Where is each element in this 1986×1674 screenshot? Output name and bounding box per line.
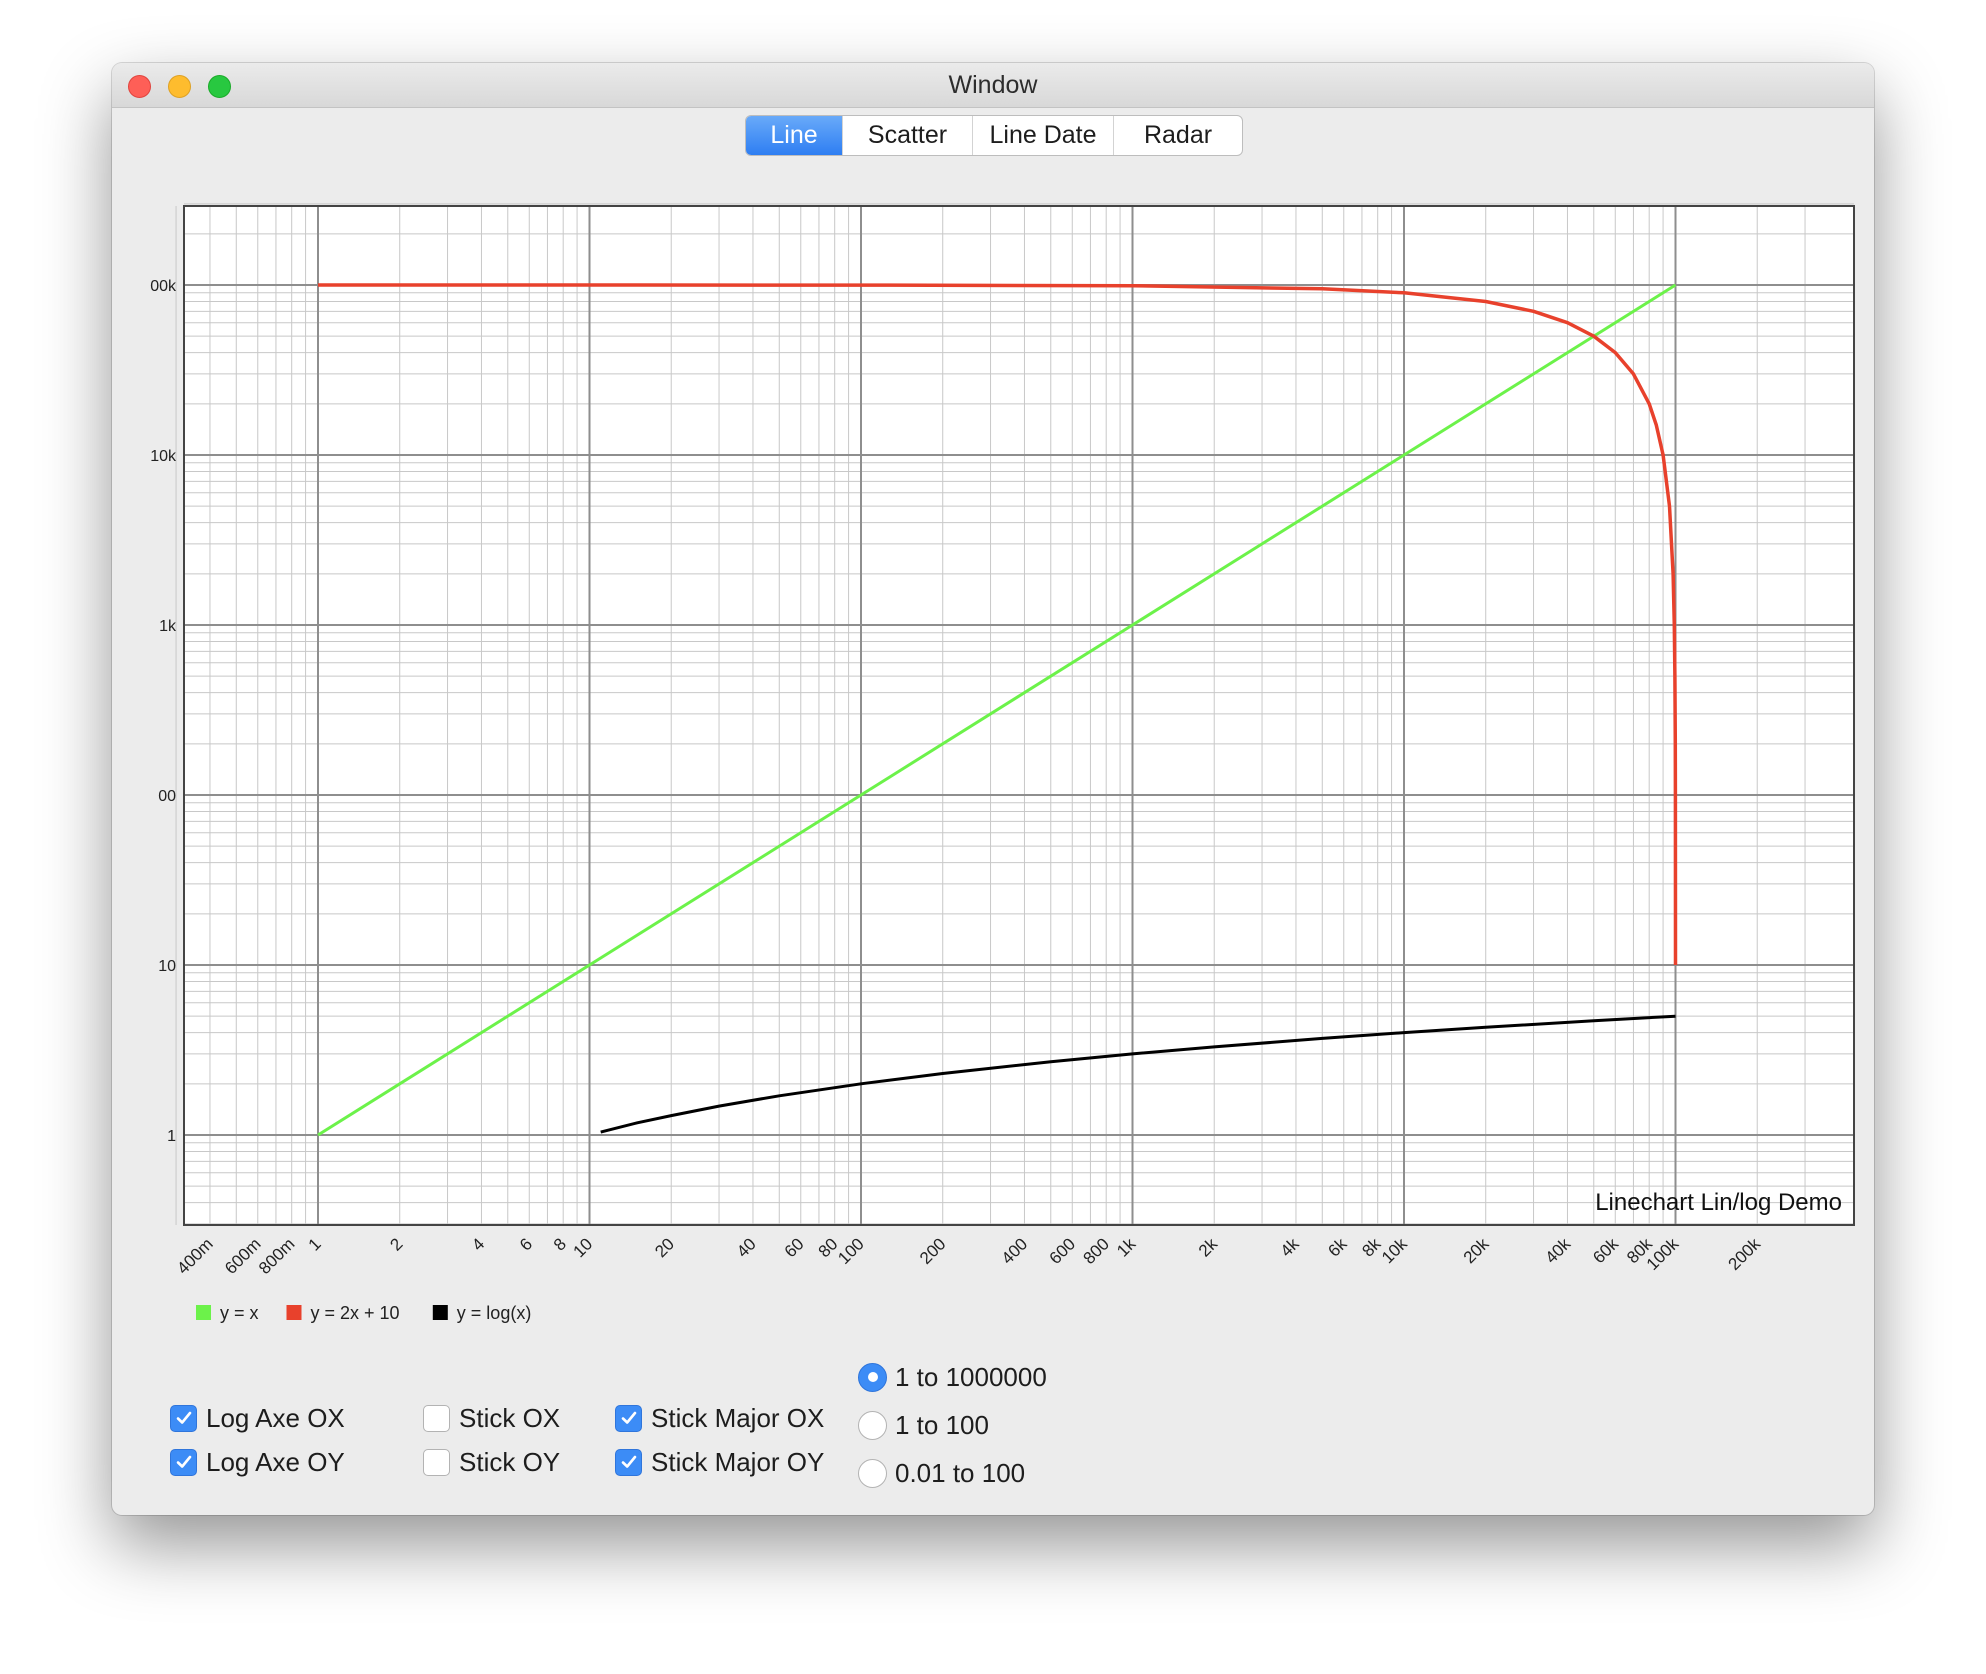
zoom-window-button[interactable] xyxy=(208,75,231,98)
x-tick-label: 10k xyxy=(1378,1234,1411,1267)
y-tick-label: 10k xyxy=(150,448,177,465)
x-tick-label: 200 xyxy=(916,1234,949,1267)
stick-major-oy-checkbox[interactable]: Stick Major OY xyxy=(615,1447,824,1477)
series-line xyxy=(317,283,1677,1137)
x-tick-label: 800 xyxy=(1080,1234,1113,1267)
stick-ox-checkbox[interactable]: Stick OX xyxy=(423,1403,560,1433)
x-tick-label: 200k xyxy=(1725,1234,1765,1274)
stick-major-ox-label: Stick Major OX xyxy=(651,1402,825,1433)
legend-swatch xyxy=(196,1305,211,1320)
x-tick-label: 2k xyxy=(1195,1234,1221,1260)
x-tick-label: 20 xyxy=(651,1234,678,1261)
series-line xyxy=(318,283,1678,966)
range-option-label: 1 to 100 xyxy=(895,1409,989,1440)
x-tick-label: 100 xyxy=(834,1234,867,1267)
x-tick-label: 1k xyxy=(1113,1234,1139,1260)
tab-line-date[interactable]: Line Date xyxy=(972,116,1113,155)
close-window-button[interactable] xyxy=(128,75,151,98)
tab-radar[interactable]: Radar xyxy=(1113,116,1242,155)
x-tick-label: 2 xyxy=(386,1234,406,1254)
log-axe-ox-checkbox-box[interactable] xyxy=(170,1404,197,1432)
x-tick-label: 60k xyxy=(1589,1234,1622,1267)
tab-line[interactable]: Line xyxy=(746,116,842,155)
range-option-1-to-100[interactable]: 1 to 100 xyxy=(858,1408,989,1442)
stick-oy-label: Stick OY xyxy=(459,1446,561,1477)
log-axe-ox-label: Log Axe OX xyxy=(206,1402,345,1433)
radio-button[interactable] xyxy=(858,1362,887,1392)
stick-major-ox-checkbox-box[interactable] xyxy=(615,1404,642,1432)
checkmark-icon xyxy=(176,1411,191,1424)
x-tick-label: 400m xyxy=(173,1234,217,1278)
legend-label: y = 2x + 10 xyxy=(311,1303,400,1323)
chart-type-tabs: Line Scatter Line Date Radar xyxy=(745,115,1243,156)
y-tick-label: 00k xyxy=(150,278,177,295)
x-tick-label: 40k xyxy=(1541,1234,1574,1267)
x-tick-label: 20k xyxy=(1460,1234,1493,1267)
y-tick-label: 10 xyxy=(158,958,176,975)
x-tick-label: 800m xyxy=(255,1234,299,1278)
x-tick-label: 600m xyxy=(221,1234,265,1278)
plot-frame xyxy=(183,205,1855,1226)
checkmark-icon xyxy=(176,1455,191,1468)
x-tick-label: 10 xyxy=(570,1234,597,1261)
stick-oy-checkbox-box[interactable] xyxy=(423,1448,450,1476)
log-axe-oy-checkbox[interactable]: Log Axe OY xyxy=(170,1447,345,1477)
x-tick-label: 60 xyxy=(781,1234,808,1261)
x-tick-label: 8 xyxy=(550,1234,570,1254)
x-tick-label: 600 xyxy=(1046,1234,1079,1267)
log-axe-oy-label: Log Axe OY xyxy=(206,1446,345,1477)
x-tick-label: 6 xyxy=(516,1234,536,1254)
log-axe-ox-checkbox[interactable]: Log Axe OX xyxy=(170,1403,345,1433)
log-axe-oy-checkbox-box[interactable] xyxy=(170,1448,197,1476)
range-option-label: 1 to 1000000 xyxy=(895,1361,1047,1392)
tab-scatter[interactable]: Scatter xyxy=(842,116,972,155)
stick-major-ox-checkbox[interactable]: Stick Major OX xyxy=(615,1403,824,1433)
x-tick-label: 4 xyxy=(468,1234,488,1254)
checkmark-icon xyxy=(621,1411,636,1424)
main-window: Window Line Scatter Line Date Radar 400m… xyxy=(112,63,1874,1515)
stick-ox-checkbox-box[interactable] xyxy=(423,1404,450,1432)
y-tick-label: 1k xyxy=(159,618,177,635)
stick-major-oy-checkbox-box[interactable] xyxy=(615,1448,642,1476)
legend-label: y = x xyxy=(220,1303,259,1323)
checkmark-icon xyxy=(621,1455,636,1468)
minimize-window-button[interactable] xyxy=(168,75,191,98)
range-option-0-01-to-100[interactable]: 0.01 to 100 xyxy=(858,1456,1025,1490)
x-tick-label: 6k xyxy=(1324,1234,1350,1260)
chart-annotation: Linechart Lin/log Demo xyxy=(1595,1189,1842,1216)
legend-swatch xyxy=(432,1305,448,1320)
plot-area xyxy=(184,206,1854,1225)
x-tick-label: 1 xyxy=(305,1234,325,1254)
range-option-label: 0.01 to 100 xyxy=(895,1457,1026,1488)
stick-oy-checkbox[interactable]: Stick OY xyxy=(423,1447,560,1477)
radio-button[interactable] xyxy=(858,1410,887,1440)
x-tick-label: 100k xyxy=(1643,1234,1683,1274)
range-option-1-to-1000000[interactable]: 1 to 1000000 xyxy=(858,1360,1047,1394)
x-tick-label: 4k xyxy=(1277,1234,1303,1260)
x-tick-label: 400 xyxy=(998,1234,1031,1267)
series-line xyxy=(600,1014,1676,1134)
title-bar: Window xyxy=(112,63,1874,108)
legend-label: y = log(x) xyxy=(457,1303,532,1323)
radio-button[interactable] xyxy=(858,1458,887,1488)
stick-ox-label: Stick OX xyxy=(459,1402,561,1433)
stick-major-oy-label: Stick Major OY xyxy=(651,1446,825,1477)
legend-swatch xyxy=(286,1305,302,1320)
window-title: Window xyxy=(948,71,1038,99)
x-tick-label: 40 xyxy=(733,1234,760,1261)
y-tick-label: 00 xyxy=(158,788,176,805)
y-tick-label: 1 xyxy=(167,1128,176,1145)
